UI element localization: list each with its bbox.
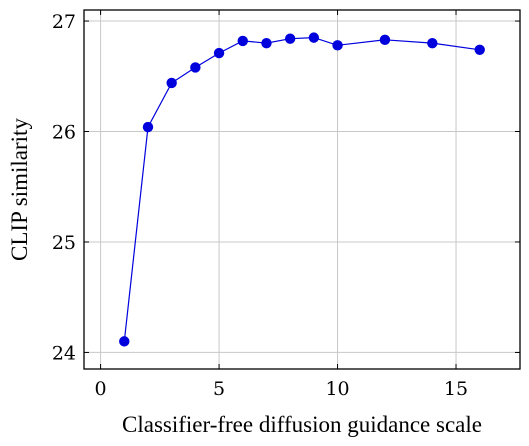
data-point: [142, 121, 154, 133]
data-point: [332, 40, 343, 51]
data-point: [190, 62, 201, 73]
data-point: [119, 336, 130, 347]
y-axis-label: CLIP similarity: [7, 118, 32, 261]
x-tick-label: 15: [444, 378, 468, 400]
y-tick-label: 24: [52, 342, 76, 364]
data-point: [379, 34, 391, 46]
data-point: [284, 33, 296, 44]
data-point: [166, 77, 177, 89]
data-series: [119, 32, 485, 347]
grid: [84, 10, 520, 369]
data-point: [261, 37, 272, 49]
y-tick-label: 26: [52, 122, 76, 144]
x-tick-label: 5: [213, 378, 225, 400]
data-point: [213, 47, 225, 59]
x-tick-label: 10: [325, 378, 349, 400]
y-tick-label: 27: [52, 11, 76, 33]
plot-frame: [83, 9, 521, 370]
data-point: [308, 32, 320, 43]
series-line: [123, 36, 480, 342]
data-point: [237, 35, 248, 47]
x-tick-label: 0: [95, 378, 107, 400]
x-axis-label: Classifier-free diffusion guidance scale: [122, 412, 482, 437]
data-point: [474, 44, 485, 55]
ticks: 0 5 10 15 24 25 26 27: [52, 10, 520, 400]
y-tick-label: 25: [52, 232, 76, 254]
data-point: [427, 37, 438, 49]
